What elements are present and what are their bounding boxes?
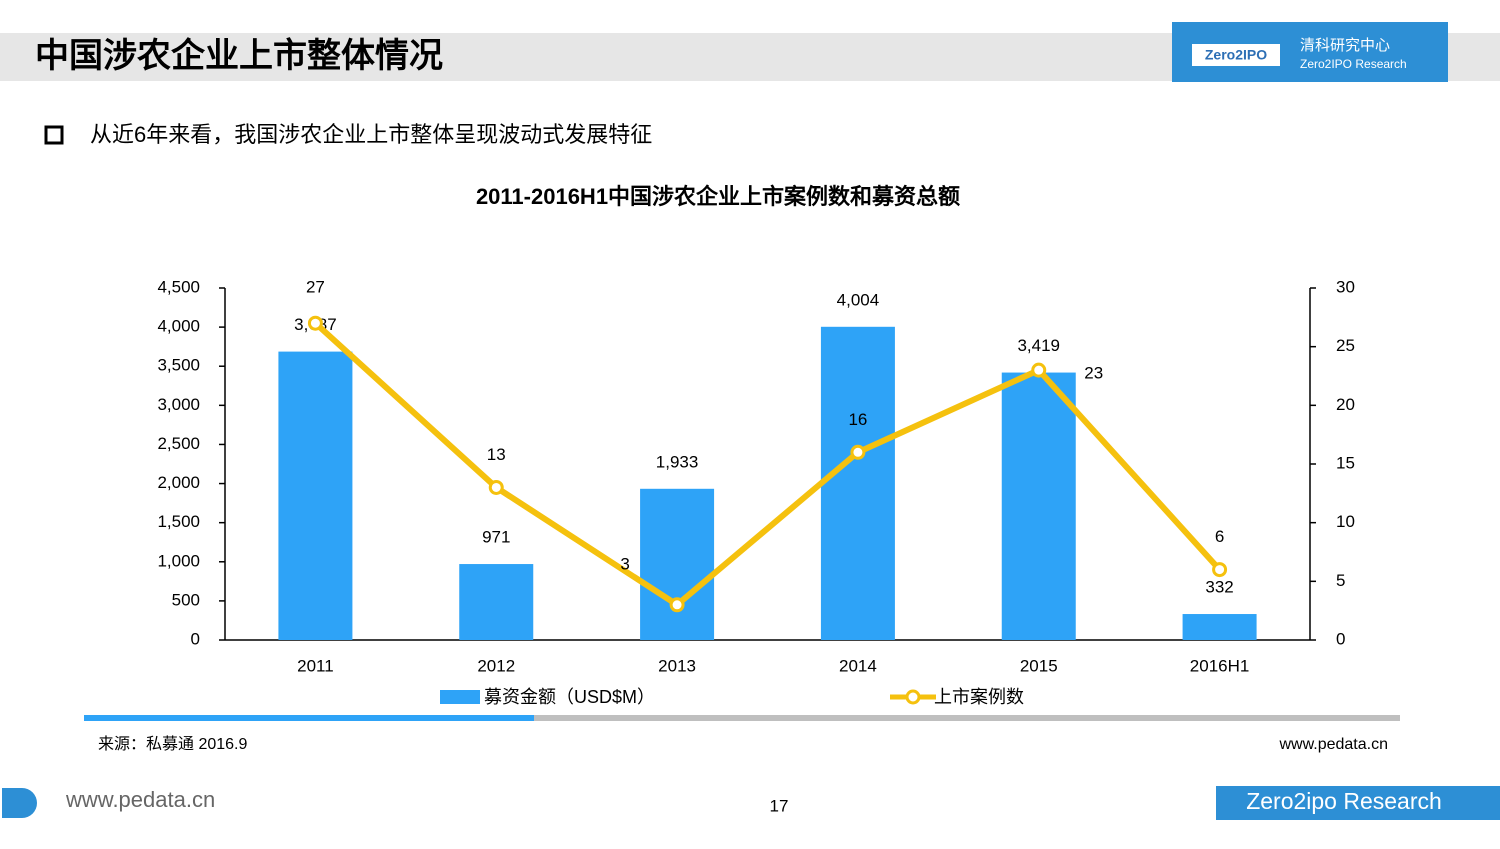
- line-marker: [1212, 562, 1228, 578]
- line-value-label: 27: [306, 278, 325, 297]
- legend-label: 上市案例数: [934, 687, 1024, 707]
- bullet-icon: [44, 125, 64, 145]
- x-tick-label: 2012: [477, 656, 515, 675]
- bar: [459, 564, 534, 640]
- line-value-label: 16: [848, 410, 867, 429]
- y-tick-label: 2,000: [157, 473, 200, 492]
- legend-swatch: [440, 690, 480, 704]
- line-marker: [488, 479, 504, 495]
- slide-title: 中国涉农企业上市整体情况: [35, 36, 443, 75]
- line-marker: [850, 444, 866, 460]
- x-tick-label: 2013: [658, 656, 696, 675]
- logo-mark-box: [1192, 44, 1280, 66]
- bar-value-label: 971: [482, 528, 510, 547]
- x-tick-label: 2015: [1020, 656, 1058, 675]
- line-value-label: 13: [487, 445, 506, 464]
- y2-tick-label: 30: [1336, 277, 1355, 296]
- x-tick-label: 2016H1: [1190, 656, 1250, 675]
- bar-value-label: 332: [1205, 578, 1233, 597]
- footer-icon: [2, 788, 37, 818]
- line-marker: [1031, 362, 1047, 378]
- footer-brand: Zero2ipo Research: [1246, 788, 1442, 814]
- bar: [278, 351, 353, 640]
- bar: [1001, 372, 1076, 640]
- y2-tick-label: 0: [1336, 629, 1345, 648]
- line-value-label: 6: [1215, 527, 1224, 546]
- y-tick-label: 4,500: [157, 277, 200, 296]
- source: 来源：私募通 2016.9: [98, 735, 247, 753]
- footer-url: www.pedata.cn: [65, 787, 215, 812]
- line-marker: [669, 597, 685, 613]
- footer-brand-box: [1216, 786, 1500, 820]
- y2-tick-label: 5: [1336, 571, 1345, 590]
- y-tick-label: 1,500: [157, 512, 200, 531]
- line-value-label: 3: [620, 554, 629, 573]
- x-tick-label: 2011: [297, 656, 334, 675]
- y-tick-label: 3,500: [157, 356, 200, 375]
- y-tick-label: 0: [191, 629, 200, 648]
- y-tick-label: 3,000: [157, 395, 200, 414]
- bar-value-label: 4,004: [837, 290, 880, 309]
- bar: [640, 488, 715, 640]
- progress-track: [84, 715, 1400, 721]
- y-tick-label: 1,000: [157, 551, 200, 570]
- progress-fill: [84, 715, 534, 721]
- logo-en: Zero2IPO Research: [1300, 57, 1407, 71]
- line: [313, 320, 1222, 609]
- legend-marker: [905, 689, 921, 705]
- bar: [1182, 614, 1257, 640]
- bar-value-label: 1,933: [656, 452, 699, 471]
- y-tick-label: 4,000: [157, 317, 200, 336]
- y2-tick-label: 20: [1336, 395, 1355, 414]
- y-tick-label: 2,500: [157, 434, 200, 453]
- y-tick-label: 500: [172, 590, 200, 609]
- line-marker: [307, 315, 323, 331]
- website: www.pedata.cn: [1278, 736, 1388, 753]
- bar-value-label: 3,419: [1017, 336, 1060, 355]
- y2-tick-label: 15: [1336, 453, 1355, 472]
- logo-mark: Zero2IPO: [1205, 47, 1267, 63]
- bar: [820, 326, 895, 640]
- page-number: 17: [770, 796, 789, 815]
- bullet-text: 从近6年来看，我国涉农企业上市整体呈现波动式发展特征: [90, 122, 652, 147]
- x-tick-label: 2014: [839, 656, 877, 675]
- y2-tick-label: 10: [1336, 512, 1355, 531]
- line-value-label: 23: [1084, 364, 1103, 383]
- logo-cn: 清科研究中心: [1300, 37, 1390, 54]
- y2-tick-label: 25: [1336, 336, 1355, 355]
- chart-title: 2011-2016H1中国涉农企业上市案例数和募资总额: [476, 184, 960, 209]
- legend-label: 募资金额（USD$M）: [484, 687, 655, 707]
